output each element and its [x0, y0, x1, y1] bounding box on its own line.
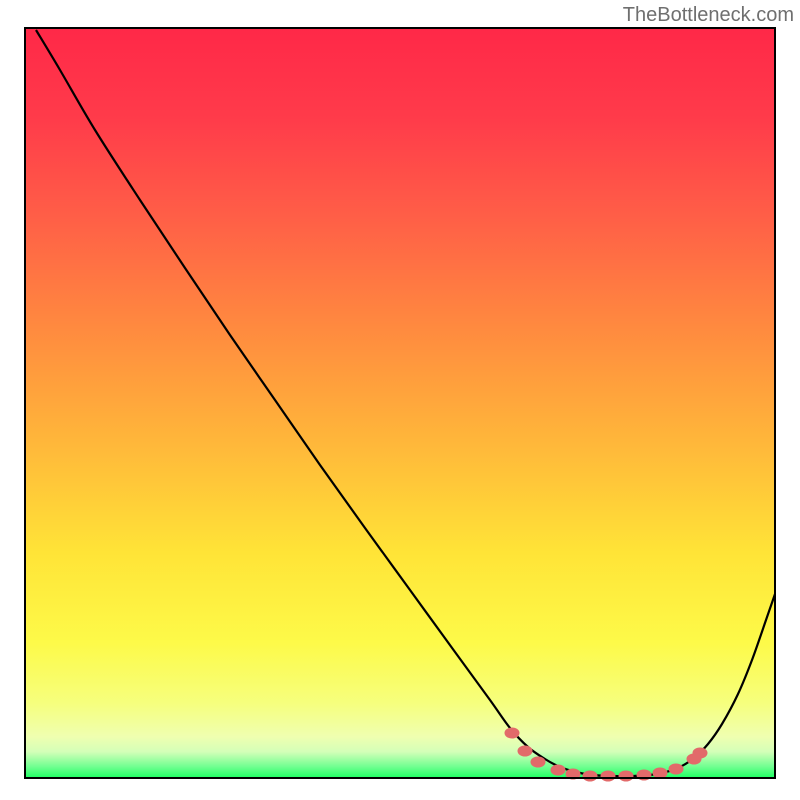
attribution-text: TheBottleneck.com [623, 4, 794, 27]
marker-point [693, 748, 707, 758]
chart-container: TheBottleneck.com [0, 0, 800, 800]
bottleneck-chart [0, 0, 800, 800]
marker-point [551, 765, 565, 775]
marker-point [583, 771, 597, 781]
marker-point [669, 764, 683, 774]
marker-point [653, 768, 667, 778]
marker-point [601, 771, 615, 781]
marker-point [619, 771, 633, 781]
marker-point [518, 746, 532, 756]
plot-gradient-background [25, 28, 775, 778]
marker-point [531, 757, 545, 767]
marker-point [505, 728, 519, 738]
